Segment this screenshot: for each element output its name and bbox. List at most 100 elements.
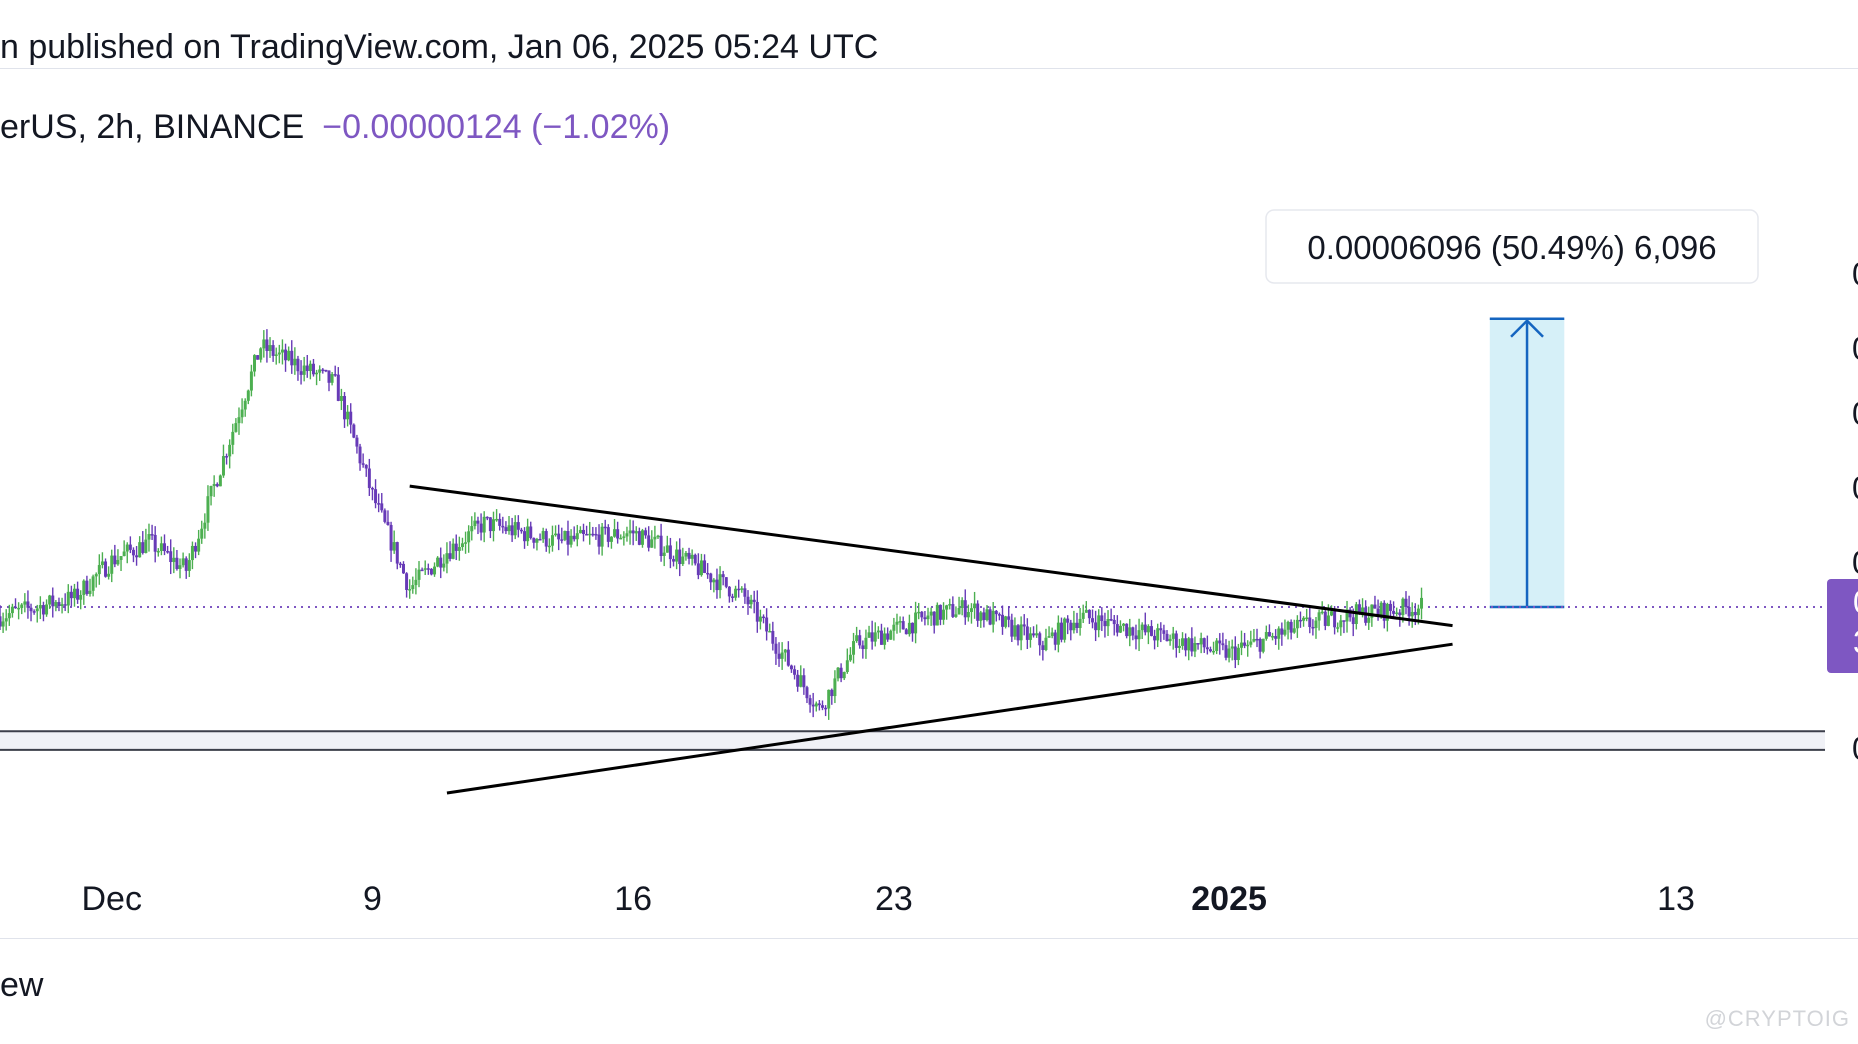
candle-body-455 xyxy=(1410,611,1414,617)
candle-body-153 xyxy=(473,520,477,527)
candle-body-324 xyxy=(1004,616,1008,627)
candle-body-71 xyxy=(218,475,222,487)
candle-body-329 xyxy=(1019,624,1023,641)
candle-body-369 xyxy=(1143,624,1147,633)
candle-body-233 xyxy=(721,574,725,578)
candle-body-63 xyxy=(194,545,198,552)
candle-body-90 xyxy=(277,352,281,355)
candle-body-290 xyxy=(898,621,902,623)
candle-body-97 xyxy=(299,371,303,375)
candle-body-254 xyxy=(786,649,790,666)
candle-body-184 xyxy=(569,535,573,545)
candle-body-266 xyxy=(824,707,828,710)
candle-body-6 xyxy=(17,607,21,610)
candle-body-330 xyxy=(1022,624,1026,627)
candle-body-320 xyxy=(991,610,995,625)
candle-body-195 xyxy=(603,526,607,529)
candle-body-144 xyxy=(445,553,449,564)
candle-body-220 xyxy=(681,556,685,565)
candle-body-17 xyxy=(51,595,55,607)
candle-body-307 xyxy=(951,604,955,617)
candle-body-399 xyxy=(1236,647,1240,661)
candle-body-12 xyxy=(35,608,39,612)
candle-body-431 xyxy=(1336,627,1340,629)
candle-body-236 xyxy=(730,596,734,598)
candle-body-120 xyxy=(370,488,374,490)
measure-projection[interactable] xyxy=(1489,317,1565,609)
candle-body-112 xyxy=(346,411,350,420)
candle-body-261 xyxy=(808,698,812,705)
candle-body-161 xyxy=(498,518,502,526)
candle-body-366 xyxy=(1134,635,1138,640)
candle-body-355 xyxy=(1100,615,1104,622)
candle-body-436 xyxy=(1351,617,1355,625)
candle-body-137 xyxy=(423,568,427,570)
candle-body-276 xyxy=(855,635,859,642)
candle-body-187 xyxy=(578,529,582,534)
x-tick-label-0: Dec xyxy=(82,880,142,918)
candle-body-397 xyxy=(1230,646,1234,649)
candle-body-9 xyxy=(26,601,30,608)
candle-body-50 xyxy=(153,534,157,552)
candle-body-53 xyxy=(162,543,166,552)
candle-body-368 xyxy=(1140,624,1144,631)
tradingview-brand[interactable]: ew xyxy=(0,966,44,1004)
candle-body-287 xyxy=(889,630,893,640)
candle-body-291 xyxy=(901,621,905,630)
candle-body-45 xyxy=(138,542,142,558)
candle-body-346 xyxy=(1072,622,1076,631)
candle-body-272 xyxy=(842,671,846,679)
candle-body-148 xyxy=(457,547,461,551)
candle-body-373 xyxy=(1156,628,1160,641)
candle-body-232 xyxy=(718,574,722,591)
candle-body-409 xyxy=(1267,632,1271,637)
candle-body-400 xyxy=(1239,642,1243,648)
candle-body-157 xyxy=(485,516,489,519)
candle-body-422 xyxy=(1308,617,1312,628)
symbol-info[interactable]: erUS, 2h, BINANCE xyxy=(0,108,305,146)
candle-body-376 xyxy=(1165,633,1169,642)
candle-body-294 xyxy=(911,622,914,634)
candle-body-417 xyxy=(1292,628,1296,633)
candle-body-70 xyxy=(215,484,219,487)
candle-body-410 xyxy=(1271,636,1275,638)
candle-body-406 xyxy=(1258,638,1262,652)
candle-body-443 xyxy=(1373,604,1377,609)
candle-body-98 xyxy=(302,365,306,375)
candle-body-199 xyxy=(616,529,620,539)
header-divider xyxy=(0,68,1858,69)
trendlines[interactable] xyxy=(409,484,1453,795)
candle-body-353 xyxy=(1094,622,1098,631)
candle-body-221 xyxy=(684,552,688,557)
candle-body-379 xyxy=(1174,633,1178,648)
candle-body-168 xyxy=(519,529,523,532)
candle-body-295 xyxy=(914,612,918,634)
candle-body-55 xyxy=(169,551,173,563)
candle-body-375 xyxy=(1162,630,1166,634)
candle-body-352 xyxy=(1091,618,1095,623)
candle-body-259 xyxy=(802,675,806,688)
candle-body-196 xyxy=(606,527,610,542)
candle-body-356 xyxy=(1103,621,1107,627)
candle-body-392 xyxy=(1215,640,1219,651)
candle-body-319 xyxy=(988,609,992,625)
candle-body-284 xyxy=(879,630,883,645)
candle-body-183 xyxy=(566,531,570,545)
candle-body-92 xyxy=(284,349,288,361)
candle-body-119 xyxy=(367,468,371,489)
candle-body-125 xyxy=(386,521,390,525)
symbol-legend[interactable]: erUS, 2h, BINANCE −0.00000124 (−1.02%) xyxy=(0,102,670,152)
candle-body-72 xyxy=(221,456,225,476)
candle-body-370 xyxy=(1146,626,1150,633)
candlestick-series xyxy=(0,329,1424,720)
candle-body-95 xyxy=(293,358,297,366)
candle-body-239 xyxy=(740,588,744,590)
candle-body-363 xyxy=(1125,623,1129,637)
candle-body-164 xyxy=(507,525,511,532)
candle-body-0 xyxy=(0,616,2,627)
candle-body-414 xyxy=(1283,629,1287,635)
candle-body-38 xyxy=(116,559,120,565)
candle-body-163 xyxy=(504,527,508,532)
candle-body-275 xyxy=(852,641,856,655)
